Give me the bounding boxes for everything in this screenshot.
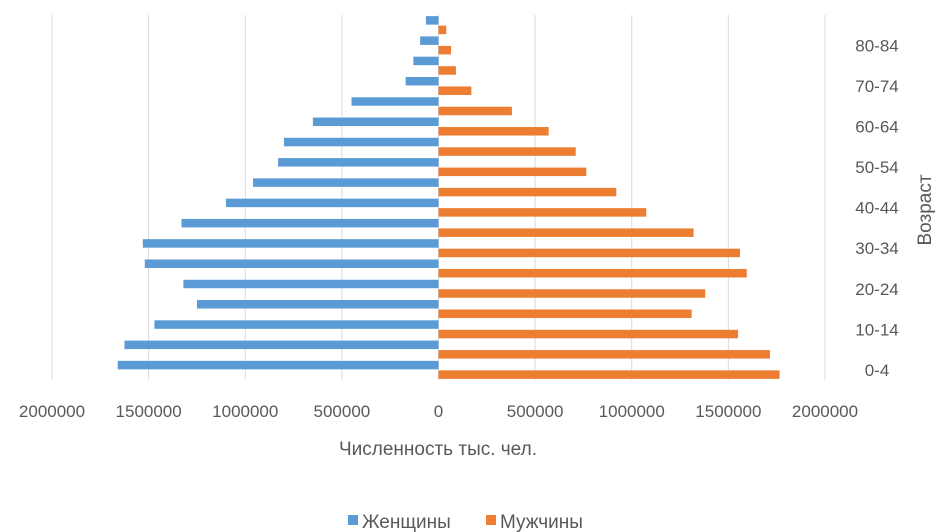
- bar-men-45-49: [438, 187, 617, 197]
- y-tick-label: 80-84: [855, 36, 898, 55]
- x-tick-label: 1500000: [116, 402, 182, 421]
- bar-women-70-74: [405, 76, 439, 86]
- bar-men-25-29: [438, 268, 747, 278]
- y-tick-label: 70-74: [855, 77, 898, 96]
- bar-women-60-64: [312, 117, 439, 127]
- bar-women-35-39: [181, 218, 439, 228]
- x-tick-labels: 2000000 1500000 1000000 500000 0 500000 100000…: [19, 402, 858, 421]
- gridlines: [51, 15, 826, 380]
- bar-women-20-24: [183, 279, 439, 289]
- bar-men-30-34: [438, 248, 740, 258]
- y-tick-label: 20-24: [855, 280, 898, 299]
- bar-women-10-14: [154, 320, 439, 329]
- legend-label-men: Мужчины: [500, 512, 583, 532]
- bar-women-15-19: [196, 300, 439, 309]
- bar-women-55-59: [283, 137, 439, 147]
- bar-men-40-44: [438, 208, 647, 217]
- bar-women-30-34: [142, 239, 439, 248]
- bar-women-5-9: [124, 340, 439, 350]
- bar-men-20-24: [438, 289, 706, 298]
- legend-swatch-women: [348, 515, 358, 525]
- bar-men-10-14: [438, 329, 739, 339]
- x-tick-label: 0: [434, 402, 443, 421]
- bar-women-80-84: [420, 36, 439, 45]
- x-tick-label: 1000000: [212, 402, 278, 421]
- legend-label-women: Женщины: [362, 512, 451, 532]
- y-tick-label: 10-14: [855, 320, 898, 339]
- bar-men-0-4: [438, 370, 780, 379]
- bar-women-25-29: [144, 259, 439, 268]
- bar-women-65-69: [351, 97, 439, 106]
- y-tick-label: 60-64: [855, 118, 898, 137]
- bar-men-80-84: [438, 45, 452, 55]
- bar-women-45-49: [252, 178, 439, 187]
- bar-men-50-54: [438, 167, 587, 177]
- bar-men-35-39: [438, 228, 694, 237]
- x-tick-label: 1500000: [695, 402, 761, 421]
- legend: Женщины Мужчины: [348, 512, 583, 532]
- bar-men-55-59: [438, 147, 576, 156]
- legend-swatch-men: [486, 515, 496, 525]
- bar-men-70-74: [438, 86, 472, 95]
- bar-men-75-79: [438, 66, 456, 75]
- bar-women-50-54: [278, 158, 439, 167]
- bar-men-60-64: [438, 127, 549, 136]
- x-tick-label: 2000000: [19, 402, 85, 421]
- x-tick-label: 1000000: [599, 402, 665, 421]
- y-tick-label: 40-44: [855, 199, 898, 218]
- x-tick-label: 2000000: [792, 402, 858, 421]
- x-tick-label: 500000: [507, 402, 564, 421]
- y-tick-label: 50-54: [855, 158, 898, 177]
- x-axis-title: Численность тыс. чел.: [339, 439, 537, 460]
- bar-women-85+: [425, 16, 439, 25]
- bar-women-0-4: [117, 360, 439, 370]
- bar-men-85+: [438, 25, 447, 35]
- x-tick-label: 500000: [314, 402, 371, 421]
- bars: [117, 16, 780, 379]
- y-tick-labels: 0-4 10-14 20-24 30-34 40-44 50-54 60-64 70-74 80…: [855, 36, 898, 379]
- y-axis-title: Возраст: [915, 174, 936, 245]
- bar-women-40-44: [225, 198, 439, 208]
- bar-men-65-69: [438, 106, 512, 116]
- bar-women-75-79: [413, 56, 439, 66]
- bar-men-15-19: [438, 309, 692, 319]
- y-tick-label: 30-34: [855, 239, 898, 258]
- y-tick-label: 0-4: [865, 361, 890, 380]
- bar-men-5-9: [438, 350, 770, 359]
